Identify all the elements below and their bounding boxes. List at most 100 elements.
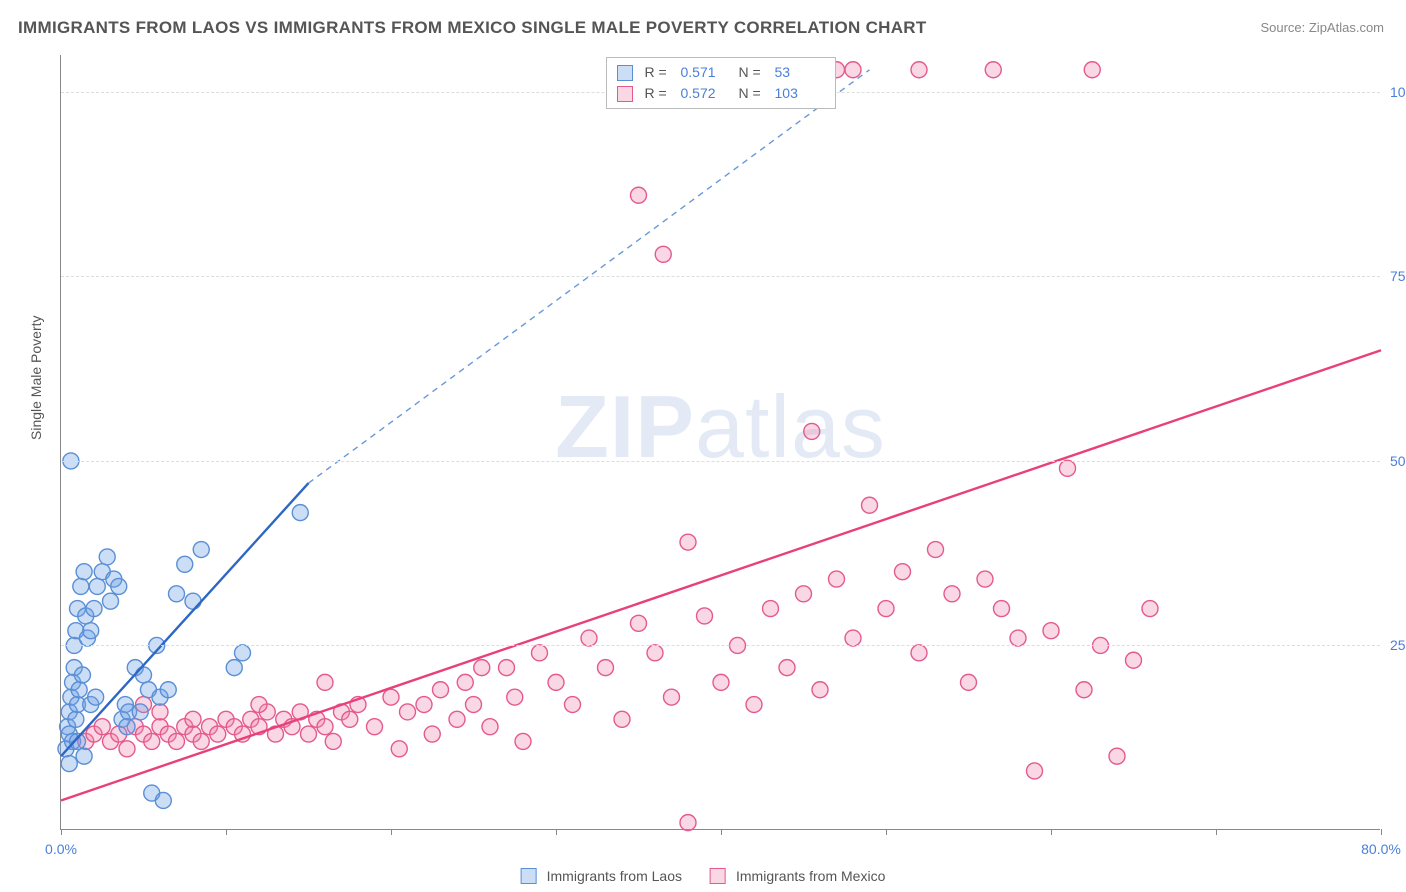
data-point [779,660,795,676]
data-point [325,733,341,749]
data-point [317,719,333,735]
x-tick [1381,829,1382,835]
data-point [424,726,440,742]
x-tick [1216,829,1217,835]
x-tick [391,829,392,835]
x-tick [886,829,887,835]
data-point [76,564,92,580]
data-point [73,578,89,594]
data-point [99,549,115,565]
data-point [169,733,185,749]
r-value-mexico: 0.572 [681,83,731,104]
data-point [251,697,267,713]
data-point [746,697,762,713]
data-point [944,586,960,602]
data-point [235,645,251,661]
data-point [548,674,564,690]
x-tick [721,829,722,835]
data-point [136,667,152,683]
data-point [383,689,399,705]
x-tick-label: 0.0% [45,841,77,857]
data-point [367,719,383,735]
data-point [598,660,614,676]
swatch-mexico [617,86,633,102]
data-point [226,660,242,676]
x-tick [556,829,557,835]
data-point [86,601,102,617]
data-point [210,726,226,742]
data-point [111,578,127,594]
x-tick-label: 80.0% [1361,841,1401,857]
swatch-laos [521,868,537,884]
data-point [482,719,498,735]
n-label: N = [739,83,767,104]
data-point [68,711,84,727]
data-point [466,697,482,713]
r-label: R = [645,62,673,83]
data-point [631,187,647,203]
n-label: N = [739,62,767,83]
data-point [895,564,911,580]
data-point [763,601,779,617]
data-point [1126,652,1142,668]
y-tick-label: 100.0% [1390,84,1406,100]
trend-line [61,350,1381,800]
data-point [507,689,523,705]
data-point [89,578,105,594]
data-point [457,674,473,690]
y-tick-label: 25.0% [1390,637,1406,653]
legend-label-mexico: Immigrants from Mexico [736,868,885,884]
data-point [985,62,1001,78]
x-tick [61,829,62,835]
data-point [76,748,92,764]
legend-item-mexico: Immigrants from Mexico [710,868,885,884]
data-point [1010,630,1026,646]
data-point [565,697,581,713]
data-point [160,682,176,698]
swatch-laos [617,65,633,81]
data-point [342,711,358,727]
data-point [103,593,119,609]
data-point [829,571,845,587]
data-point [317,674,333,690]
data-point [474,660,490,676]
data-point [61,756,77,772]
data-point [911,62,927,78]
data-point [928,542,944,558]
data-point [680,815,696,831]
data-point [193,733,209,749]
data-point [155,792,171,808]
data-point [433,682,449,698]
data-point [71,682,87,698]
data-point [845,630,861,646]
data-point [581,630,597,646]
data-point [1084,62,1100,78]
legend-label-laos: Immigrants from Laos [547,868,682,884]
data-point [713,674,729,690]
plot-area: ZIPatlas R = 0.571 N = 53 R = 0.572 N = … [60,55,1380,830]
chart-title: IMMIGRANTS FROM LAOS VS IMMIGRANTS FROM … [18,18,927,38]
data-point [647,645,663,661]
data-point [88,689,104,705]
data-point [83,623,99,639]
legend-stats-row-laos: R = 0.571 N = 53 [617,62,825,83]
y-axis-label: Single Male Poverty [28,315,44,440]
n-value-mexico: 103 [775,83,825,104]
n-value-laos: 53 [775,62,825,83]
data-point [796,586,812,602]
data-point [911,645,927,661]
data-point [680,534,696,550]
data-point [152,704,168,720]
data-point [1076,682,1092,698]
data-point [70,733,86,749]
data-point [449,711,465,727]
data-point [169,586,185,602]
data-point [614,711,630,727]
data-point [119,719,135,735]
data-point [132,704,148,720]
data-point [862,497,878,513]
data-point [664,689,680,705]
data-point [1142,601,1158,617]
scatter-svg [61,55,1380,829]
data-point [416,697,432,713]
